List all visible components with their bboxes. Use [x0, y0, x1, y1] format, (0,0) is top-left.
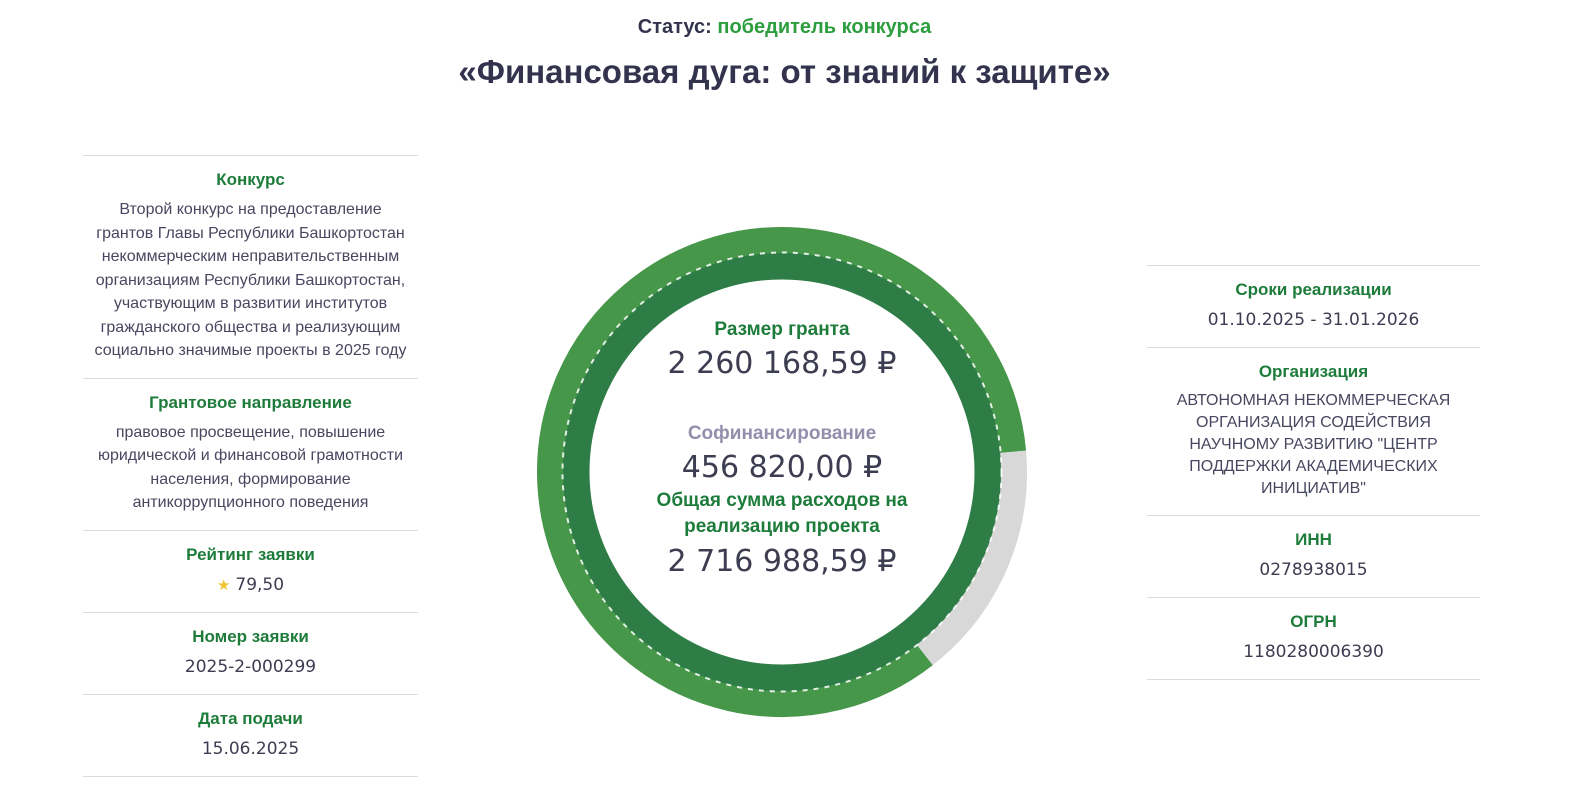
- grant-size-value: 2 260 168,59 ₽: [667, 346, 897, 381]
- donut-ring: [537, 227, 1027, 717]
- section-heading: Конкурс: [216, 170, 285, 189]
- ogrn-value: 1180280006390: [1243, 642, 1384, 662]
- section-heading: Сроки реализации: [1235, 280, 1392, 299]
- cofinance-arc: [916, 450, 1027, 666]
- section-organization: Организация АВТОНОМНАЯ НЕКОММЕРЧЕСКАЯ ОР…: [1147, 347, 1480, 515]
- page-header: Статус: победитель конкурса «Финансовая …: [0, 14, 1569, 94]
- budget-donut-chart: Размер гранта 2 260 168,59 ₽ Софинансиро…: [532, 222, 1032, 722]
- grant-arc: [537, 227, 1027, 717]
- implementation-period-value: 01.10.2025 - 31.01.2026: [1207, 310, 1420, 330]
- section-heading: Организация: [1258, 362, 1369, 381]
- grant-size-label: Размер гранта: [714, 319, 850, 340]
- ring-separator: [561, 251, 1003, 693]
- status-value: победитель конкурса: [717, 16, 932, 38]
- total-expenses-value: 2 716 988,59 ₽: [667, 544, 897, 579]
- star-icon: ★: [216, 575, 231, 594]
- section-heading: ОГРН: [1290, 612, 1337, 631]
- section-application-number: Номер заявки 2025-2-000299: [83, 611, 418, 694]
- section-grant-direction: Грантовое направление правовое просвещен…: [83, 377, 418, 530]
- section-inn: ИНН 0278938015: [1147, 515, 1480, 597]
- cofinance-value: 456 820,00 ₽: [681, 450, 883, 485]
- section-heading: ИНН: [1295, 530, 1332, 549]
- status-line: Статус: победитель конкурса: [0, 14, 1569, 41]
- section-contest: Конкурс Второй конкурс на предоставление…: [83, 155, 418, 378]
- section-implementation-period: Сроки реализации 01.10.2025 - 31.01.2026: [1147, 265, 1480, 347]
- total-expenses-label: Общая сумма расходов на реализацию проек…: [656, 490, 908, 537]
- section-application-rating: Рейтинг заявки ★ 79,50: [83, 529, 418, 612]
- section-submission-date: Дата подачи 15.06.2025: [83, 693, 418, 776]
- rating-value-row: ★ 79,50: [89, 573, 412, 597]
- section-text: правовое просвещение, повышение юридичес…: [97, 423, 404, 512]
- donut-labels: Размер гранта 2 260 168,59 ₽ Софинансиро…: [612, 318, 952, 582]
- page-title: «Финансовая дуга: от знаний к защите»: [458, 53, 1111, 90]
- rating-value: 79,50: [235, 574, 285, 595]
- inner-ring: [562, 252, 1002, 692]
- section-text: Второй конкурс на предоставление грантов…: [94, 201, 407, 359]
- section-ogrn: ОГРН 1180280006390: [1147, 597, 1480, 679]
- left-info-panel: Конкурс Второй конкурс на предоставление…: [83, 155, 418, 777]
- right-info-panel: Сроки реализации 01.10.2025 - 31.01.2026…: [1147, 265, 1480, 680]
- inn-value: 0278938015: [1259, 560, 1368, 580]
- section-heading: Рейтинг заявки: [186, 544, 315, 564]
- submission-date-value: 15.06.2025: [201, 738, 300, 759]
- status-label: Статус:: [637, 16, 712, 38]
- application-number-value: 2025-2-000299: [184, 656, 317, 677]
- section-heading: Номер заявки: [192, 626, 309, 646]
- section-heading: Дата подачи: [198, 708, 303, 728]
- organization-name: АВТОНОМНАЯ НЕКОММЕРЧЕСКАЯ ОРГАНИЗАЦИЯ СО…: [1176, 392, 1451, 497]
- cofinance-label: Софинансирование: [687, 423, 877, 444]
- section-heading: Грантовое направление: [149, 392, 352, 412]
